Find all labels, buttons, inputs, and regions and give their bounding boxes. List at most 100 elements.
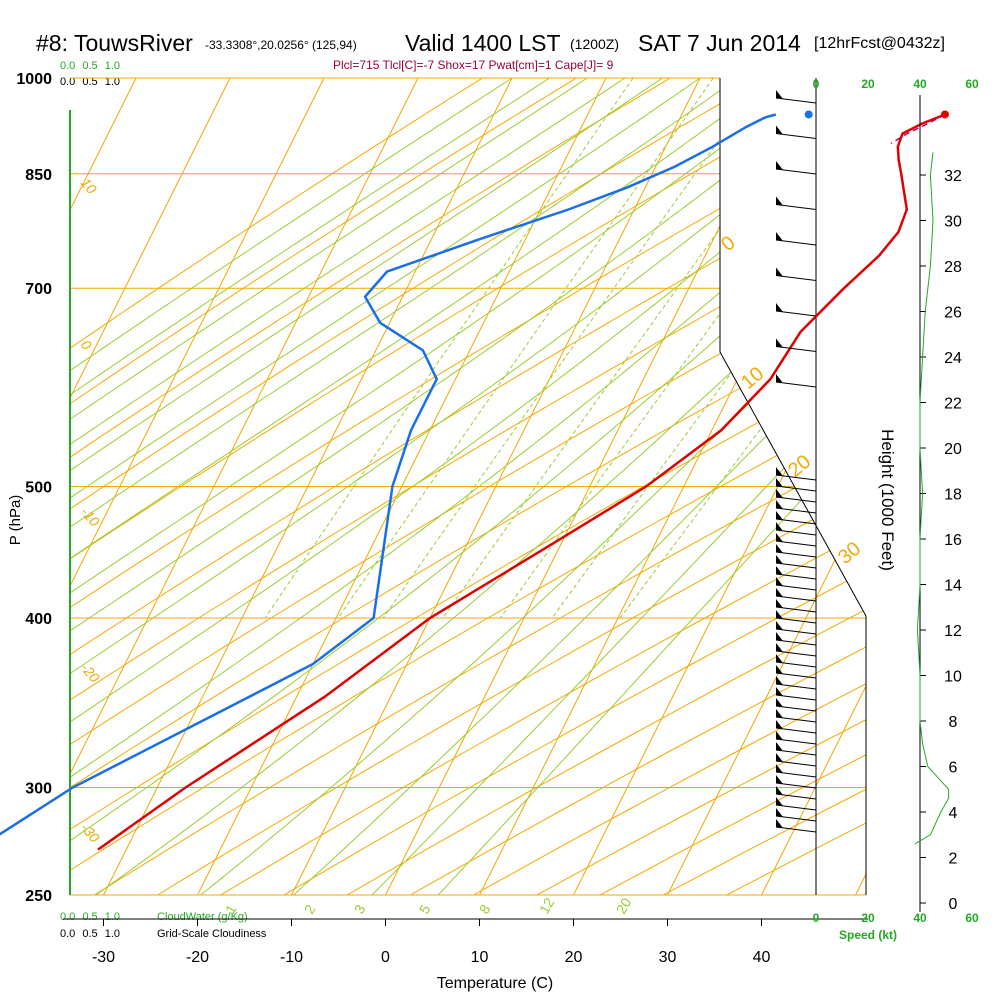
wind-barb-flag — [776, 90, 783, 99]
dewpoint-profile-line — [0, 113, 777, 836]
wind-barb-flag — [776, 764, 783, 773]
height-tick-label: 14 — [944, 578, 962, 595]
temperature-tick-label: 20 — [565, 949, 583, 966]
moist-adiabat-line — [70, 78, 866, 895]
wind-barb-flag — [776, 621, 783, 630]
wind-barb — [775, 338, 817, 352]
dry-adiabat-line — [70, 78, 866, 895]
speed-top-tick-label: 40 — [913, 77, 927, 91]
temperature-tick-label: -20 — [186, 949, 209, 966]
wind-barb — [775, 196, 817, 210]
mixing-ratio-label: 5 — [416, 902, 434, 917]
temperature-tick-label: -10 — [280, 949, 303, 966]
height-tick-label: 10 — [944, 669, 962, 686]
height-tick-label: 16 — [944, 532, 962, 549]
wind-barb-flag — [776, 511, 783, 520]
height-tick-label: 18 — [944, 487, 962, 504]
valid-time: Valid 1400 LST — [405, 30, 561, 56]
wind-barb-flag — [776, 303, 783, 312]
mixing-ratio-line — [442, 78, 830, 619]
dry-adiabat-line — [70, 78, 671, 895]
wind-barb — [775, 643, 817, 657]
temperature-tick-label: 10 — [471, 949, 489, 966]
height-tick-label: 28 — [944, 259, 962, 276]
wind-barb — [775, 709, 817, 723]
height-tick-label: 22 — [944, 396, 962, 413]
forecast-date: SAT 7 Jun 2014 — [638, 30, 801, 56]
mixing-ratio-label: 3 — [351, 902, 369, 917]
wind-barb-flag — [776, 533, 783, 542]
wind-barb — [775, 808, 817, 822]
wind-barb-flag — [776, 808, 783, 817]
wind-barb — [775, 577, 817, 591]
mixing-ratio-label: 12 — [536, 895, 558, 917]
wind-barb-flag — [776, 654, 783, 663]
isotherm-skewed-label: 30 — [834, 538, 865, 569]
speed-bottom-tick-label: 60 — [965, 911, 979, 925]
wind-barb-flag — [776, 125, 783, 135]
speed-top-tick-label: 0 — [813, 77, 820, 91]
wind-barb — [775, 467, 817, 481]
moist-adiabat-line — [70, 78, 701, 895]
wind-barb-flag — [776, 374, 783, 383]
wind-barb-flag — [776, 753, 783, 762]
cloudwater-top-ticks: 0.0 0.5 1.0 — [60, 60, 120, 72]
wind-barb-flag — [776, 709, 783, 718]
speed-axis-title: Speed (kt) — [839, 928, 897, 942]
dry-adiabat-line — [70, 78, 866, 895]
moist-adiabat-line — [70, 78, 513, 895]
stability-indices: Plcl=715 Tlcl[C]=-7 Shox=17 Pwat[cm]=1 C… — [333, 58, 614, 72]
plot-right-border — [719, 78, 867, 895]
isotherm-value-label: -30 — [78, 820, 103, 846]
isotherm-skewed-label: 10 — [737, 363, 768, 394]
height-tick-label: 12 — [944, 623, 962, 640]
wind-speed-profile-line — [914, 152, 950, 845]
dry-adiabat-line — [94, 78, 866, 895]
temperature-tick-label: -30 — [92, 949, 115, 966]
temperature-profile-line — [97, 113, 946, 851]
moist-adiabat-line — [70, 78, 550, 895]
wind-barb — [775, 819, 817, 833]
pressure-tick-label: 1000 — [16, 71, 52, 88]
wind-barb-flag — [776, 665, 783, 674]
wind-barb — [775, 786, 817, 800]
height-tick-label: 30 — [944, 214, 962, 231]
height-tick-label: 4 — [949, 805, 958, 822]
station-coordinates: -33.3308°,20.0256° (125,94) — [205, 38, 357, 52]
wind-barb-flag — [776, 610, 783, 619]
isotherm-line — [761, 78, 866, 895]
moist-adiabat-line — [70, 78, 588, 895]
forecast-run: [12hrFcst@0432z] — [814, 35, 945, 52]
wind-barb-flag — [776, 544, 783, 553]
dry-adiabat-line — [70, 78, 866, 895]
mixing-ratio-label: 20 — [613, 895, 635, 917]
wind-barb — [775, 676, 817, 690]
wind-barb — [775, 555, 817, 569]
temperature-tick-label: 40 — [753, 949, 771, 966]
wind-barb — [775, 500, 817, 514]
speed-bottom-tick-label: 20 — [861, 911, 875, 925]
height-tick-label: 2 — [949, 851, 958, 868]
dry-adiabat-line — [220, 78, 866, 895]
isotherm-value-label: 10 — [78, 175, 100, 197]
x-axis-title: Temperature (C) — [437, 975, 553, 992]
height-tick-label: 24 — [944, 350, 962, 367]
dry-adiabat-line — [157, 78, 866, 895]
height-tick-label: 0 — [949, 896, 958, 913]
wind-barb — [775, 621, 817, 635]
wind-barb — [775, 610, 817, 624]
wind-barb — [775, 742, 817, 756]
wind-barb — [775, 731, 817, 745]
height-tick-label: 8 — [949, 714, 958, 731]
wind-barb — [775, 720, 817, 734]
wind-barb — [775, 698, 817, 712]
wind-barb-flag — [776, 489, 783, 498]
isotherm-line — [70, 78, 231, 895]
wind-barb — [775, 232, 817, 246]
height-tick-label: 20 — [944, 441, 962, 458]
dry-adiabat-line — [410, 78, 866, 895]
mixing-ratio-label: 8 — [476, 902, 494, 917]
pressure-tick-label: 400 — [25, 611, 52, 628]
dry-adiabat-line — [70, 78, 483, 895]
